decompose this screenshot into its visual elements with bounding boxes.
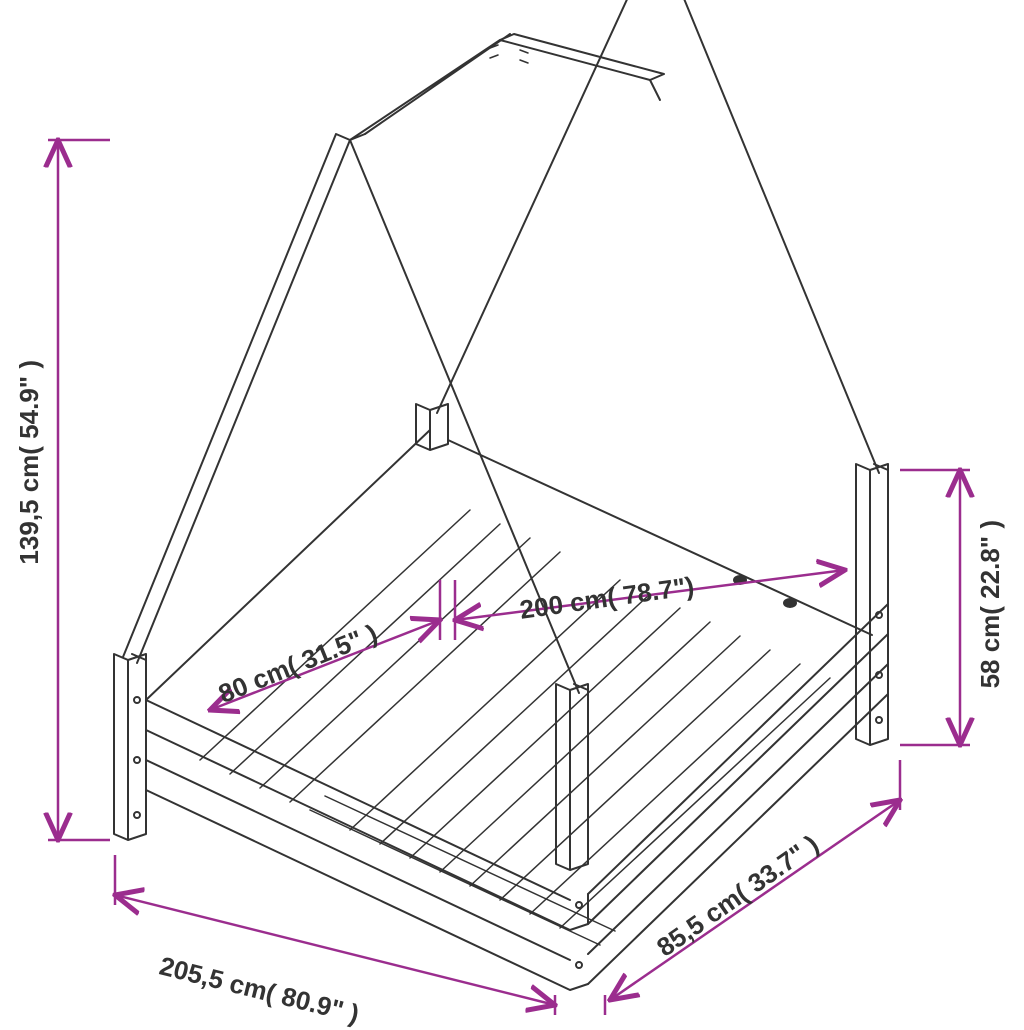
label-height-total: 139,5 cm( 54.9" ) [14,360,45,565]
label-post-height: 58 cm( 22.8" ) [975,520,1006,688]
bed-diagram [0,0,1024,1024]
bed-outline [114,0,888,990]
dimension-lines [48,140,970,1015]
